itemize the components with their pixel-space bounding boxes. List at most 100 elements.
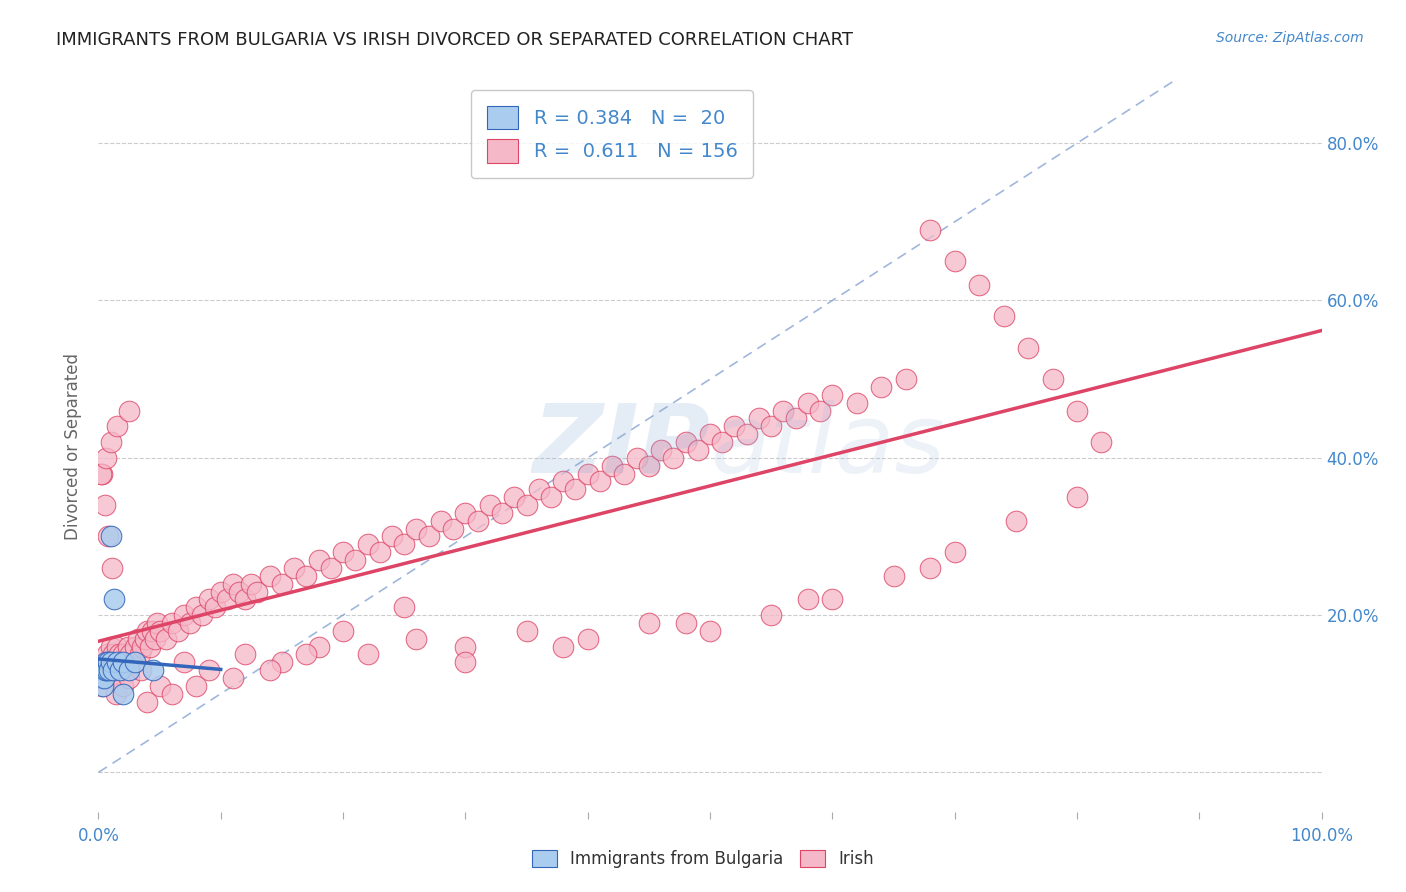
Point bbox=[920, 561, 942, 575]
Point bbox=[94, 450, 117, 465]
Point bbox=[186, 600, 208, 615]
Point bbox=[626, 450, 648, 465]
Point bbox=[516, 498, 538, 512]
Point bbox=[993, 310, 1015, 324]
Point bbox=[100, 640, 122, 654]
Point bbox=[98, 655, 121, 669]
Point bbox=[943, 254, 966, 268]
Point bbox=[246, 584, 269, 599]
Point bbox=[711, 435, 734, 450]
Point bbox=[356, 537, 378, 551]
Point bbox=[797, 396, 820, 410]
Point bbox=[93, 498, 115, 512]
Point bbox=[270, 576, 294, 591]
Text: atlas: atlas bbox=[710, 400, 945, 492]
Point bbox=[136, 695, 159, 709]
Point bbox=[173, 608, 195, 623]
Point bbox=[101, 663, 124, 677]
Point bbox=[259, 663, 281, 677]
Point bbox=[553, 475, 575, 489]
Point bbox=[110, 655, 132, 669]
Point bbox=[454, 506, 477, 520]
Point bbox=[821, 388, 844, 402]
Point bbox=[105, 419, 128, 434]
Point bbox=[129, 648, 152, 662]
Point bbox=[748, 411, 770, 425]
Point bbox=[662, 450, 685, 465]
Point bbox=[761, 608, 783, 623]
Point bbox=[146, 615, 169, 630]
Point bbox=[540, 490, 562, 504]
Point bbox=[129, 663, 152, 677]
Point bbox=[283, 561, 305, 575]
Point bbox=[97, 655, 120, 669]
Point bbox=[491, 506, 513, 520]
Point bbox=[114, 655, 136, 669]
Point bbox=[943, 545, 966, 559]
Point bbox=[98, 663, 121, 677]
Point bbox=[1066, 490, 1088, 504]
Point bbox=[761, 419, 783, 434]
Point bbox=[101, 648, 124, 662]
Point bbox=[319, 561, 342, 575]
Point bbox=[270, 655, 294, 669]
Point bbox=[228, 584, 250, 599]
Point bbox=[93, 663, 115, 677]
Point bbox=[576, 632, 599, 646]
Point bbox=[405, 632, 427, 646]
Point bbox=[527, 482, 550, 496]
Point bbox=[845, 396, 868, 410]
Point bbox=[637, 458, 661, 473]
Point bbox=[467, 514, 489, 528]
Point bbox=[105, 655, 128, 669]
Point bbox=[454, 640, 477, 654]
Point bbox=[101, 663, 124, 677]
Point bbox=[222, 671, 245, 685]
Point bbox=[650, 442, 672, 457]
Point bbox=[127, 632, 149, 646]
Point bbox=[1090, 435, 1112, 450]
Point bbox=[418, 529, 440, 543]
Point bbox=[215, 592, 238, 607]
Text: IMMIGRANTS FROM BULGARIA VS IRISH DIVORCED OR SEPARATED CORRELATION CHART: IMMIGRANTS FROM BULGARIA VS IRISH DIVORC… bbox=[56, 31, 853, 49]
Point bbox=[637, 615, 661, 630]
Point bbox=[120, 648, 142, 662]
Point bbox=[675, 435, 697, 450]
Point bbox=[613, 467, 636, 481]
Point bbox=[381, 529, 404, 543]
Point bbox=[111, 687, 134, 701]
Point bbox=[808, 403, 831, 417]
Point bbox=[308, 640, 330, 654]
Point bbox=[142, 663, 165, 677]
Point bbox=[118, 671, 141, 685]
Point bbox=[121, 655, 143, 669]
Point bbox=[259, 568, 281, 582]
Point bbox=[111, 663, 134, 677]
Point bbox=[143, 632, 166, 646]
Point bbox=[197, 592, 219, 607]
Point bbox=[149, 624, 172, 638]
Point bbox=[1042, 372, 1064, 386]
Legend: R = 0.384   N =  20, R =  0.611   N = 156: R = 0.384 N = 20, R = 0.611 N = 156 bbox=[471, 90, 754, 178]
Point bbox=[295, 568, 318, 582]
Point bbox=[233, 648, 256, 662]
Point bbox=[94, 655, 117, 669]
Text: ZIP: ZIP bbox=[531, 400, 710, 492]
Point bbox=[100, 435, 122, 450]
Point bbox=[131, 640, 153, 654]
Point bbox=[155, 632, 177, 646]
Point bbox=[90, 467, 112, 481]
Point bbox=[149, 679, 172, 693]
Point bbox=[136, 624, 159, 638]
Point bbox=[101, 561, 124, 575]
Point bbox=[772, 403, 794, 417]
Point bbox=[96, 663, 118, 677]
Point bbox=[920, 223, 942, 237]
Point bbox=[124, 640, 146, 654]
Point bbox=[91, 467, 114, 481]
Point bbox=[723, 419, 745, 434]
Point bbox=[589, 475, 612, 489]
Point bbox=[186, 679, 208, 693]
Point bbox=[699, 624, 721, 638]
Point bbox=[141, 624, 163, 638]
